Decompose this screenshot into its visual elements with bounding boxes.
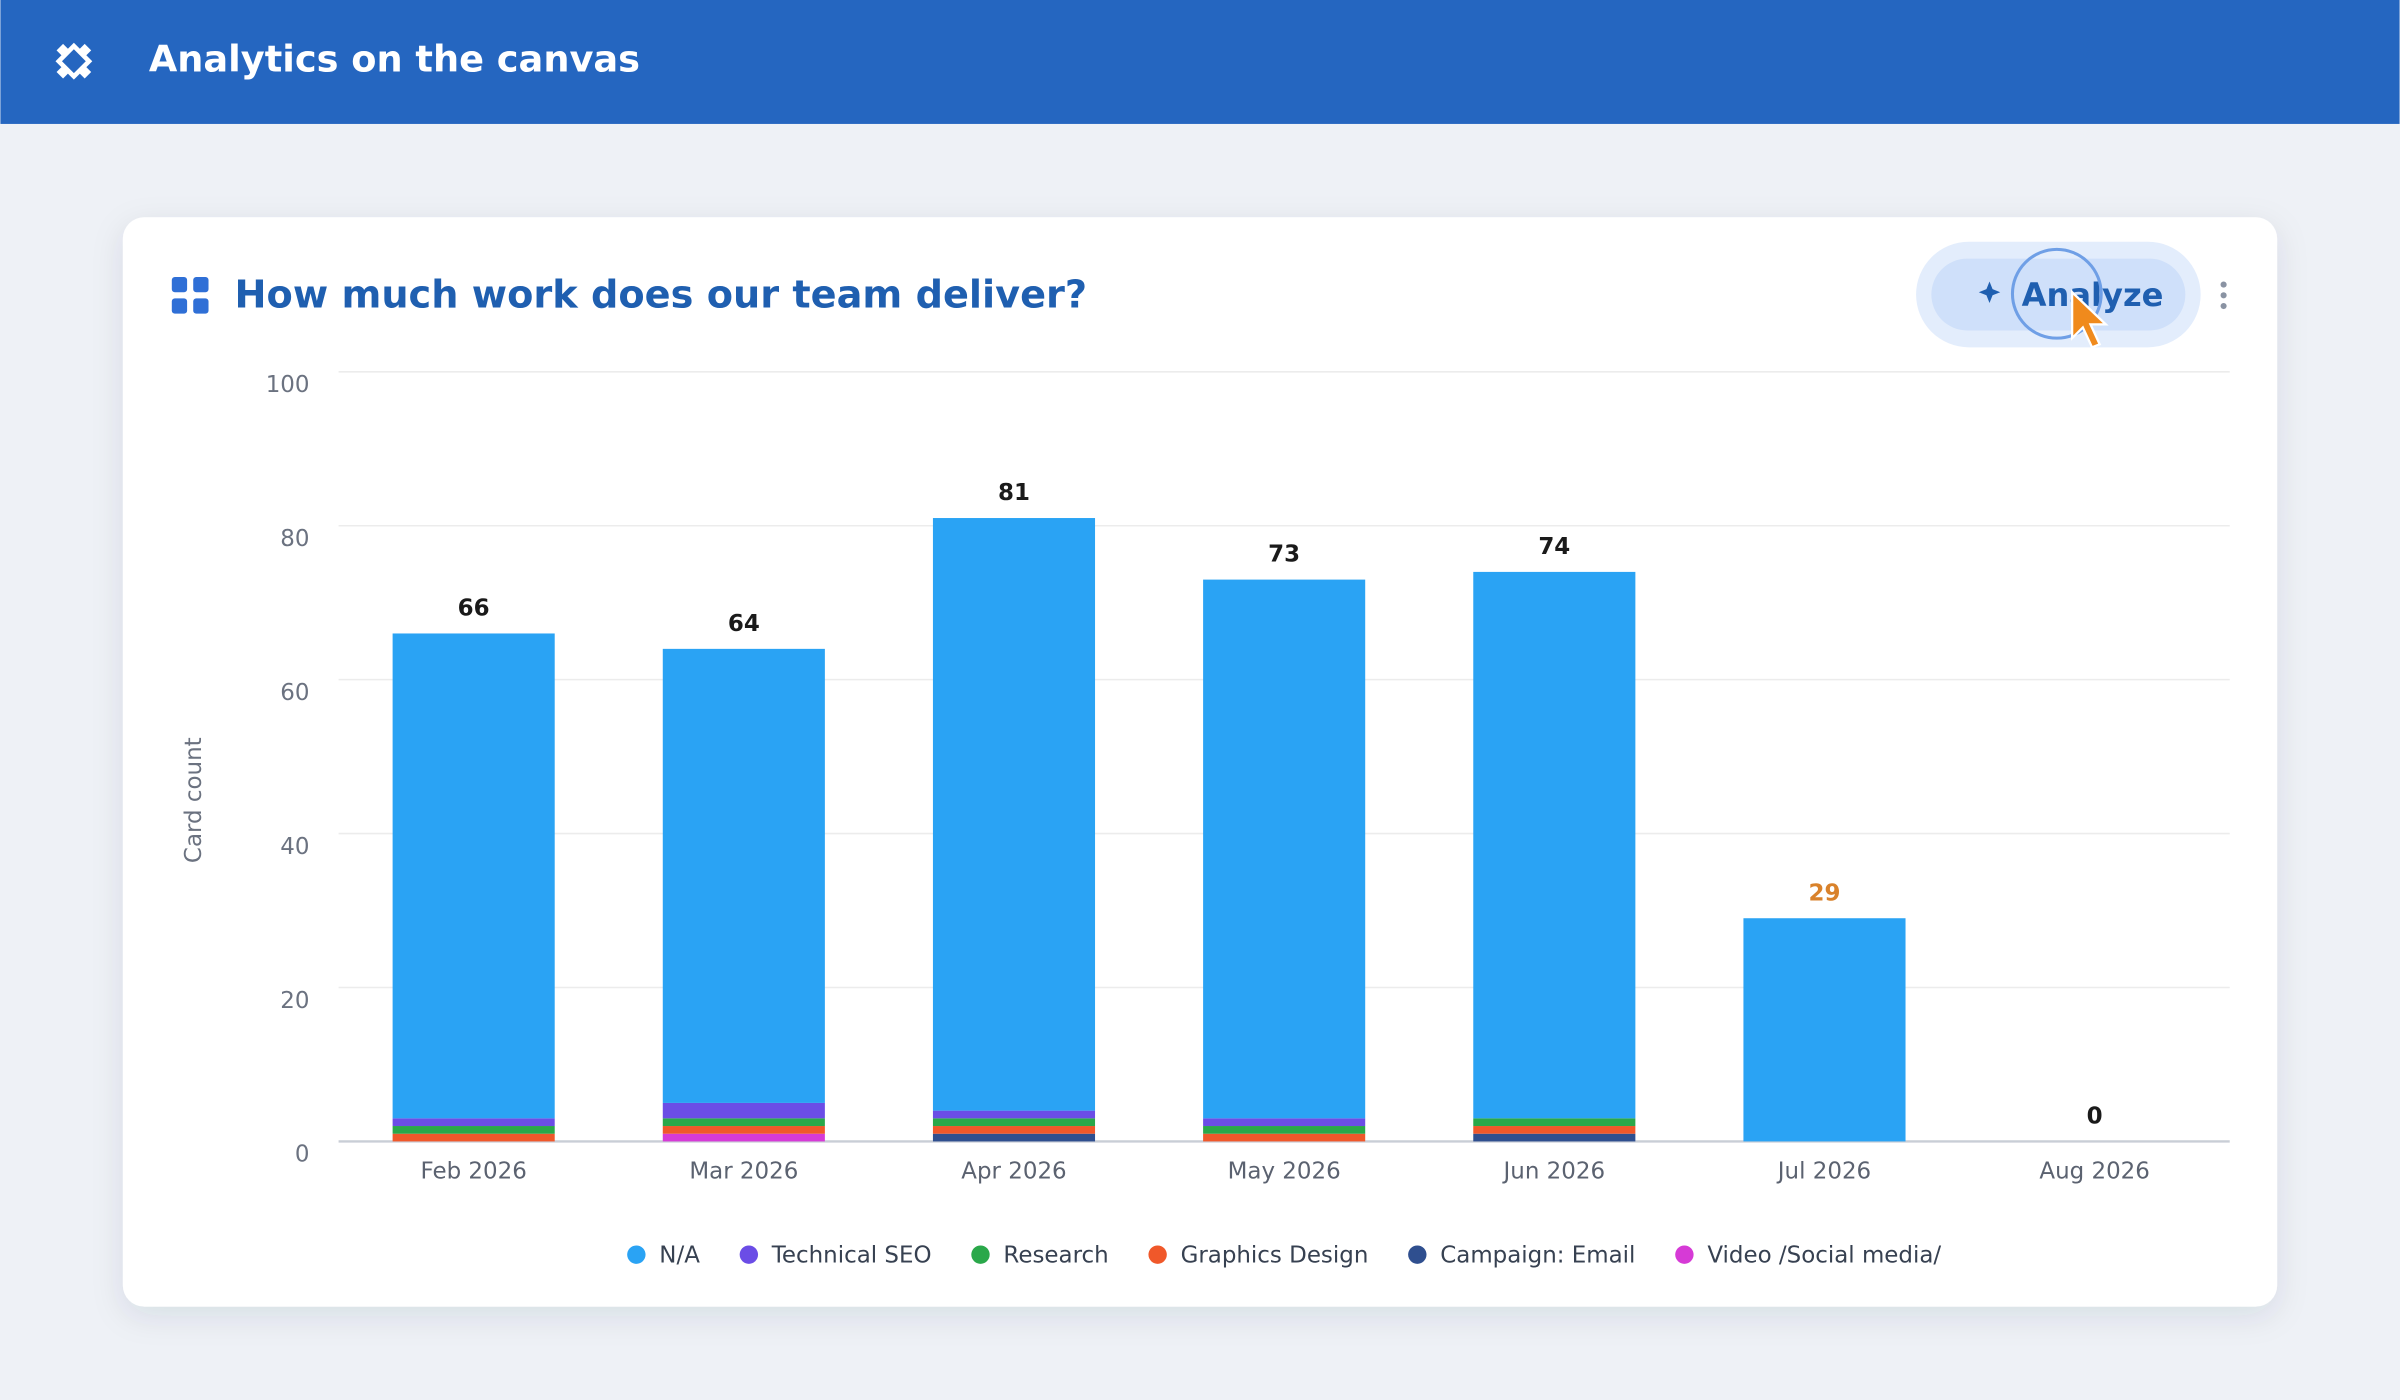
legend-label: N/A	[659, 1243, 700, 1269]
legend-marker	[971, 1245, 990, 1264]
card-title: How much work does our team deliver?	[235, 272, 1088, 317]
legend-marker	[739, 1245, 759, 1264]
legend-label: Research	[1003, 1243, 1108, 1269]
plot: 0 20 40 60 80 100 66 Feb 2026 64 Mar 2026 81 Apr 20…	[266, 371, 2230, 1269]
total-label: 73	[1268, 542, 1300, 568]
y-tick-label: 80	[280, 526, 309, 552]
card-icon	[171, 276, 209, 314]
total-label: 81	[998, 480, 1030, 506]
bar-segment	[1473, 1133, 1636, 1142]
x-tick-label: Feb 2026	[421, 1159, 527, 1185]
legend-marker	[1408, 1245, 1427, 1264]
cursor	[2070, 289, 2109, 349]
x-tick-label: Aug 2026	[2039, 1159, 2149, 1185]
legend-marker	[627, 1245, 646, 1264]
bar-segment	[1203, 1133, 1366, 1142]
analyze-button[interactable]	[1931, 258, 2186, 331]
bar-segment	[662, 648, 825, 1103]
total-label: 64	[728, 611, 760, 637]
legend-label: Video /Social media/	[1707, 1243, 1941, 1269]
more-menu[interactable]	[2220, 281, 2227, 310]
y-axis-title: Card count	[181, 737, 207, 863]
total-label: 0	[2087, 1103, 2103, 1129]
bar-segment	[1743, 918, 1906, 1142]
bar-segment	[1473, 571, 1636, 1119]
bar-segment	[1203, 1118, 1366, 1127]
bar-segment	[662, 1102, 825, 1119]
bar-segment	[392, 1126, 555, 1134]
sparkle-icon	[1978, 281, 2001, 303]
card	[122, 217, 2278, 1307]
bar-segment	[662, 1133, 825, 1142]
bar-segment	[932, 1126, 1096, 1134]
bar-segment	[662, 1126, 825, 1134]
analyze-label[interactable]: Analyze	[2022, 276, 2164, 314]
bar-segment	[392, 1133, 555, 1142]
bar-segment	[662, 1118, 825, 1127]
bar-segment	[392, 633, 555, 1119]
x-tick-label: Jun 2026	[1502, 1159, 1606, 1185]
bar-segment	[1473, 1118, 1636, 1127]
total-label: 74	[1538, 534, 1570, 560]
total-label: 66	[458, 595, 490, 621]
bar-segment	[932, 518, 1096, 1111]
bar-segment	[1203, 579, 1366, 1119]
legend-marker	[1675, 1245, 1694, 1264]
bar-segment	[932, 1118, 1096, 1127]
app-title: Analytics on the canvas	[149, 38, 640, 81]
bar-segment	[392, 1118, 555, 1127]
y-tick-label: 20	[280, 988, 309, 1014]
y-tick-label: 60	[280, 680, 309, 706]
bar-segment	[1203, 1126, 1366, 1134]
y-tick-label: 0	[295, 1142, 310, 1168]
y-tick-label: 40	[280, 834, 309, 860]
header-bar	[0, 0, 2400, 124]
x-tick-label: Apr 2026	[961, 1159, 1066, 1185]
bar-segment	[932, 1110, 1096, 1119]
total-label: 29	[1809, 880, 1841, 906]
legend-label: Campaign: Email	[1440, 1243, 1635, 1269]
x-tick-label: Mar 2026	[689, 1159, 798, 1185]
y-tick-label: 100	[266, 372, 310, 398]
bar-segment	[932, 1133, 1096, 1142]
legend-marker	[1148, 1245, 1167, 1264]
bar-segment	[1473, 1126, 1636, 1134]
legend-label: Technical SEO	[771, 1243, 932, 1269]
click-ring	[2010, 247, 2103, 340]
legend-label: Graphics Design	[1181, 1243, 1369, 1269]
x-tick-label: Jul 2026	[1776, 1159, 1871, 1185]
x-tick-label: May 2026	[1228, 1159, 1341, 1185]
